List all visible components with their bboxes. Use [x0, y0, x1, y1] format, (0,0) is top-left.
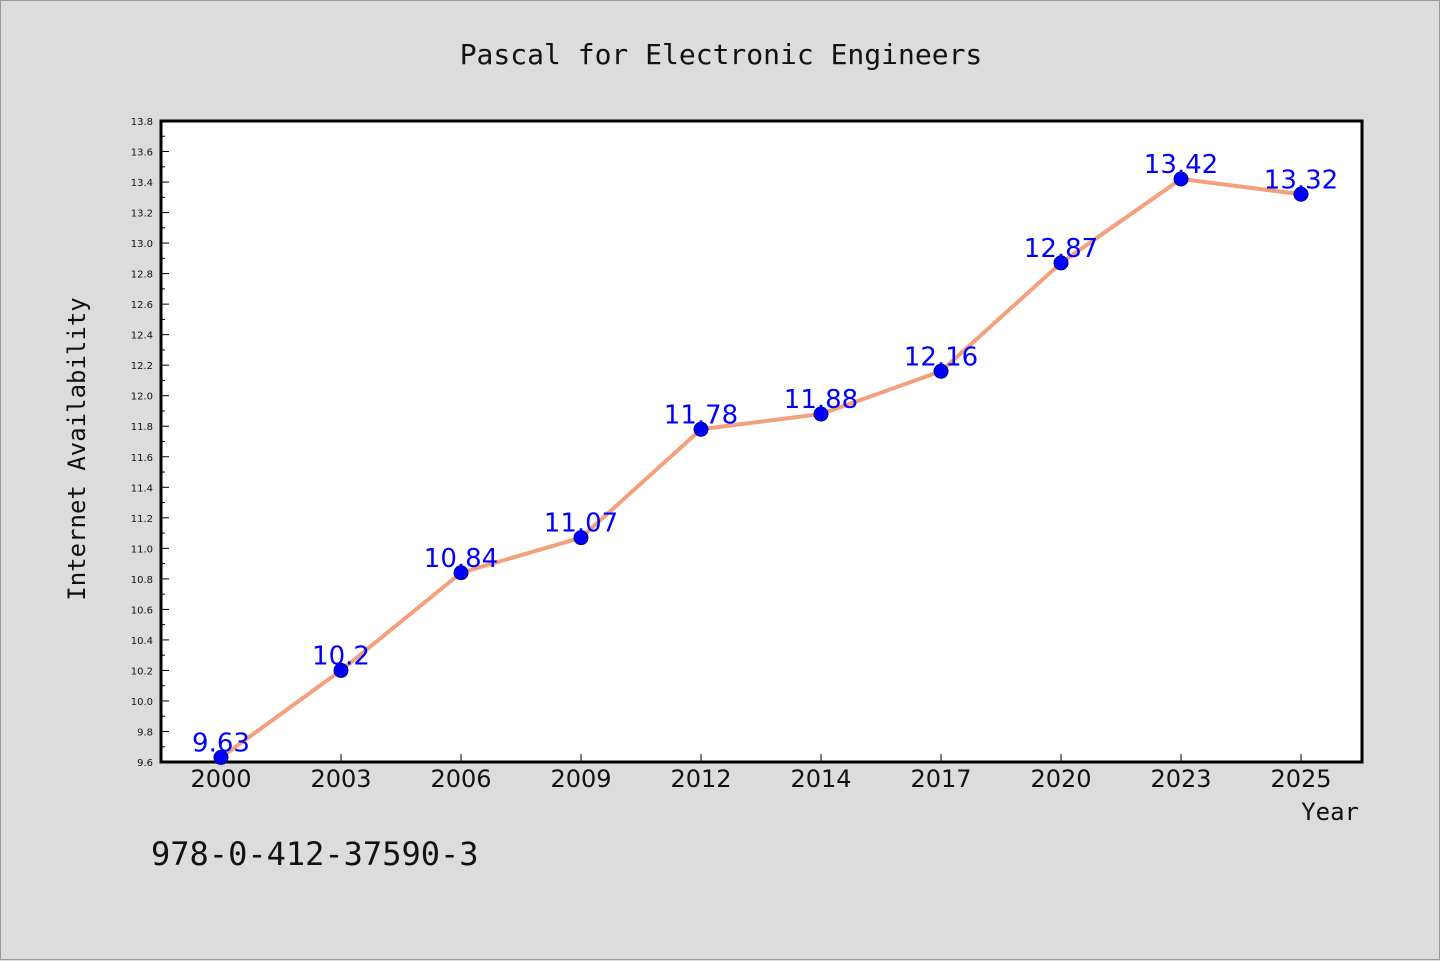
y-tick-label: 13.2	[131, 209, 153, 220]
data-point	[933, 363, 949, 379]
data-label: 13.42	[1144, 150, 1218, 180]
x-tick-label: 2023	[1150, 765, 1211, 793]
data-label: 10.84	[424, 544, 498, 574]
data-point	[1293, 186, 1309, 202]
y-tick-label: 11.0	[131, 544, 153, 555]
y-tick-label: 10.8	[131, 575, 153, 586]
x-axis: 2000 2003 2006 2009 2012 2014 2017 2020 2023 2025	[190, 754, 1332, 793]
y-tick-label: 9.6	[137, 758, 153, 769]
data-label: 11.78	[664, 400, 738, 430]
x-tick-label: 2009	[550, 765, 611, 793]
y-tick-label: 11.4	[131, 483, 153, 494]
isbn-text: 978-0-412-37590-3	[151, 835, 479, 873]
y-tick-label: 13.8	[131, 117, 153, 128]
y-tick-label: 11.6	[131, 453, 153, 464]
y-tick-label: 10.2	[131, 666, 153, 677]
data-point	[573, 530, 589, 546]
y-tick-label: 12.2	[131, 361, 153, 372]
data-point	[813, 406, 829, 422]
y-tick-label: 10.0	[131, 697, 153, 708]
x-tick-label: 2025	[1270, 765, 1331, 793]
y-axis-label: Internet Availability	[63, 297, 91, 600]
data-label: 10.2	[312, 641, 370, 671]
y-tick-label: 13.6	[131, 148, 153, 159]
data-labels: 9.63 10.2 10.84 11.07 11.78 11.88 12.16 12.87 13…	[192, 150, 1338, 758]
data-point	[693, 421, 709, 437]
data-point	[453, 565, 469, 581]
y-tick-label: 12.0	[131, 392, 153, 403]
x-tick-label: 2017	[910, 765, 971, 793]
x-tick-label: 2003	[310, 765, 371, 793]
y-tick-label: 9.8	[137, 727, 153, 738]
data-label: 12.87	[1024, 234, 1098, 264]
y-tick-label: 12.6	[131, 300, 153, 311]
x-tick-label: 2000	[190, 765, 251, 793]
data-point	[1053, 255, 1069, 271]
y-tick-label: 11.8	[131, 422, 153, 433]
y-tick-label: 10.6	[131, 605, 153, 616]
data-label: 11.07	[544, 509, 618, 539]
series-line	[219, 176, 1302, 760]
data-point	[213, 749, 229, 765]
y-tick-label: 10.4	[131, 636, 153, 647]
y-tick-label: 12.4	[131, 331, 153, 342]
data-label: 13.32	[1264, 165, 1338, 195]
y-axis: 9.6 9.8 10.0 10.2 10.4 10.6 10.8 11.0 11.2 11.4 11…	[131, 117, 169, 769]
x-tick-label: 2014	[790, 765, 851, 793]
x-tick-label: 2020	[1030, 765, 1091, 793]
data-point	[333, 662, 349, 678]
y-tick-label: 11.2	[131, 514, 153, 525]
data-label: 11.88	[784, 385, 858, 415]
x-axis-label: Year	[1301, 798, 1359, 826]
data-points	[213, 171, 1309, 765]
data-label: 12.16	[904, 342, 978, 372]
x-tick-label: 2012	[670, 765, 731, 793]
y-tick-label: 13.4	[131, 178, 153, 189]
chart-title: Pascal for Electronic Engineers	[460, 38, 983, 71]
data-point	[1173, 171, 1189, 187]
x-tick-label: 2006	[430, 765, 491, 793]
y-tick-label: 13.0	[131, 239, 153, 250]
y-tick-label: 12.8	[131, 270, 153, 281]
data-label: 9.63	[192, 728, 250, 758]
